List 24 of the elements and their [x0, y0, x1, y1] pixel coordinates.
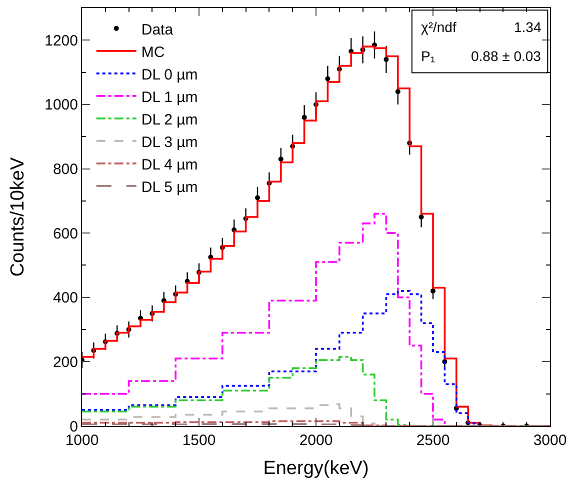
legend-label: Data [141, 21, 174, 38]
annotation: 1.34 [514, 19, 542, 35]
y-tick-label: 400 [52, 290, 78, 307]
y-tick-label: 200 [52, 354, 78, 371]
x-tick-label: 1500 [182, 432, 216, 449]
x-axis-title: Energy(keV) [263, 458, 369, 479]
y-tick-label: 1200 [44, 32, 78, 50]
legend-label: MC [141, 44, 165, 61]
legend-label: DL 0 µm [141, 66, 198, 84]
legend-label: DL 3 µm [141, 134, 198, 151]
y-tick-label: 600 [52, 225, 78, 242]
x-tick-label: 3000 [533, 432, 567, 449]
annotation: P₁ [421, 48, 436, 64]
annotation: 0.88 ± 0.03 [471, 48, 542, 64]
legend-label: DL 4 µm [141, 156, 198, 174]
y-axis-title: Counts/10keV [7, 157, 28, 277]
x-tick-label: 2500 [416, 432, 450, 449]
legend-label: DL 5 µm [141, 178, 198, 196]
y-tick-label: 1000 [44, 96, 78, 114]
legend-label: DL 1 µm [141, 88, 198, 106]
y-tick-label: 800 [52, 161, 78, 178]
annotation: χ²/ndf [421, 19, 456, 35]
legend-label: DL 2 µm [141, 111, 198, 128]
x-tick-label: 2000 [299, 432, 333, 449]
